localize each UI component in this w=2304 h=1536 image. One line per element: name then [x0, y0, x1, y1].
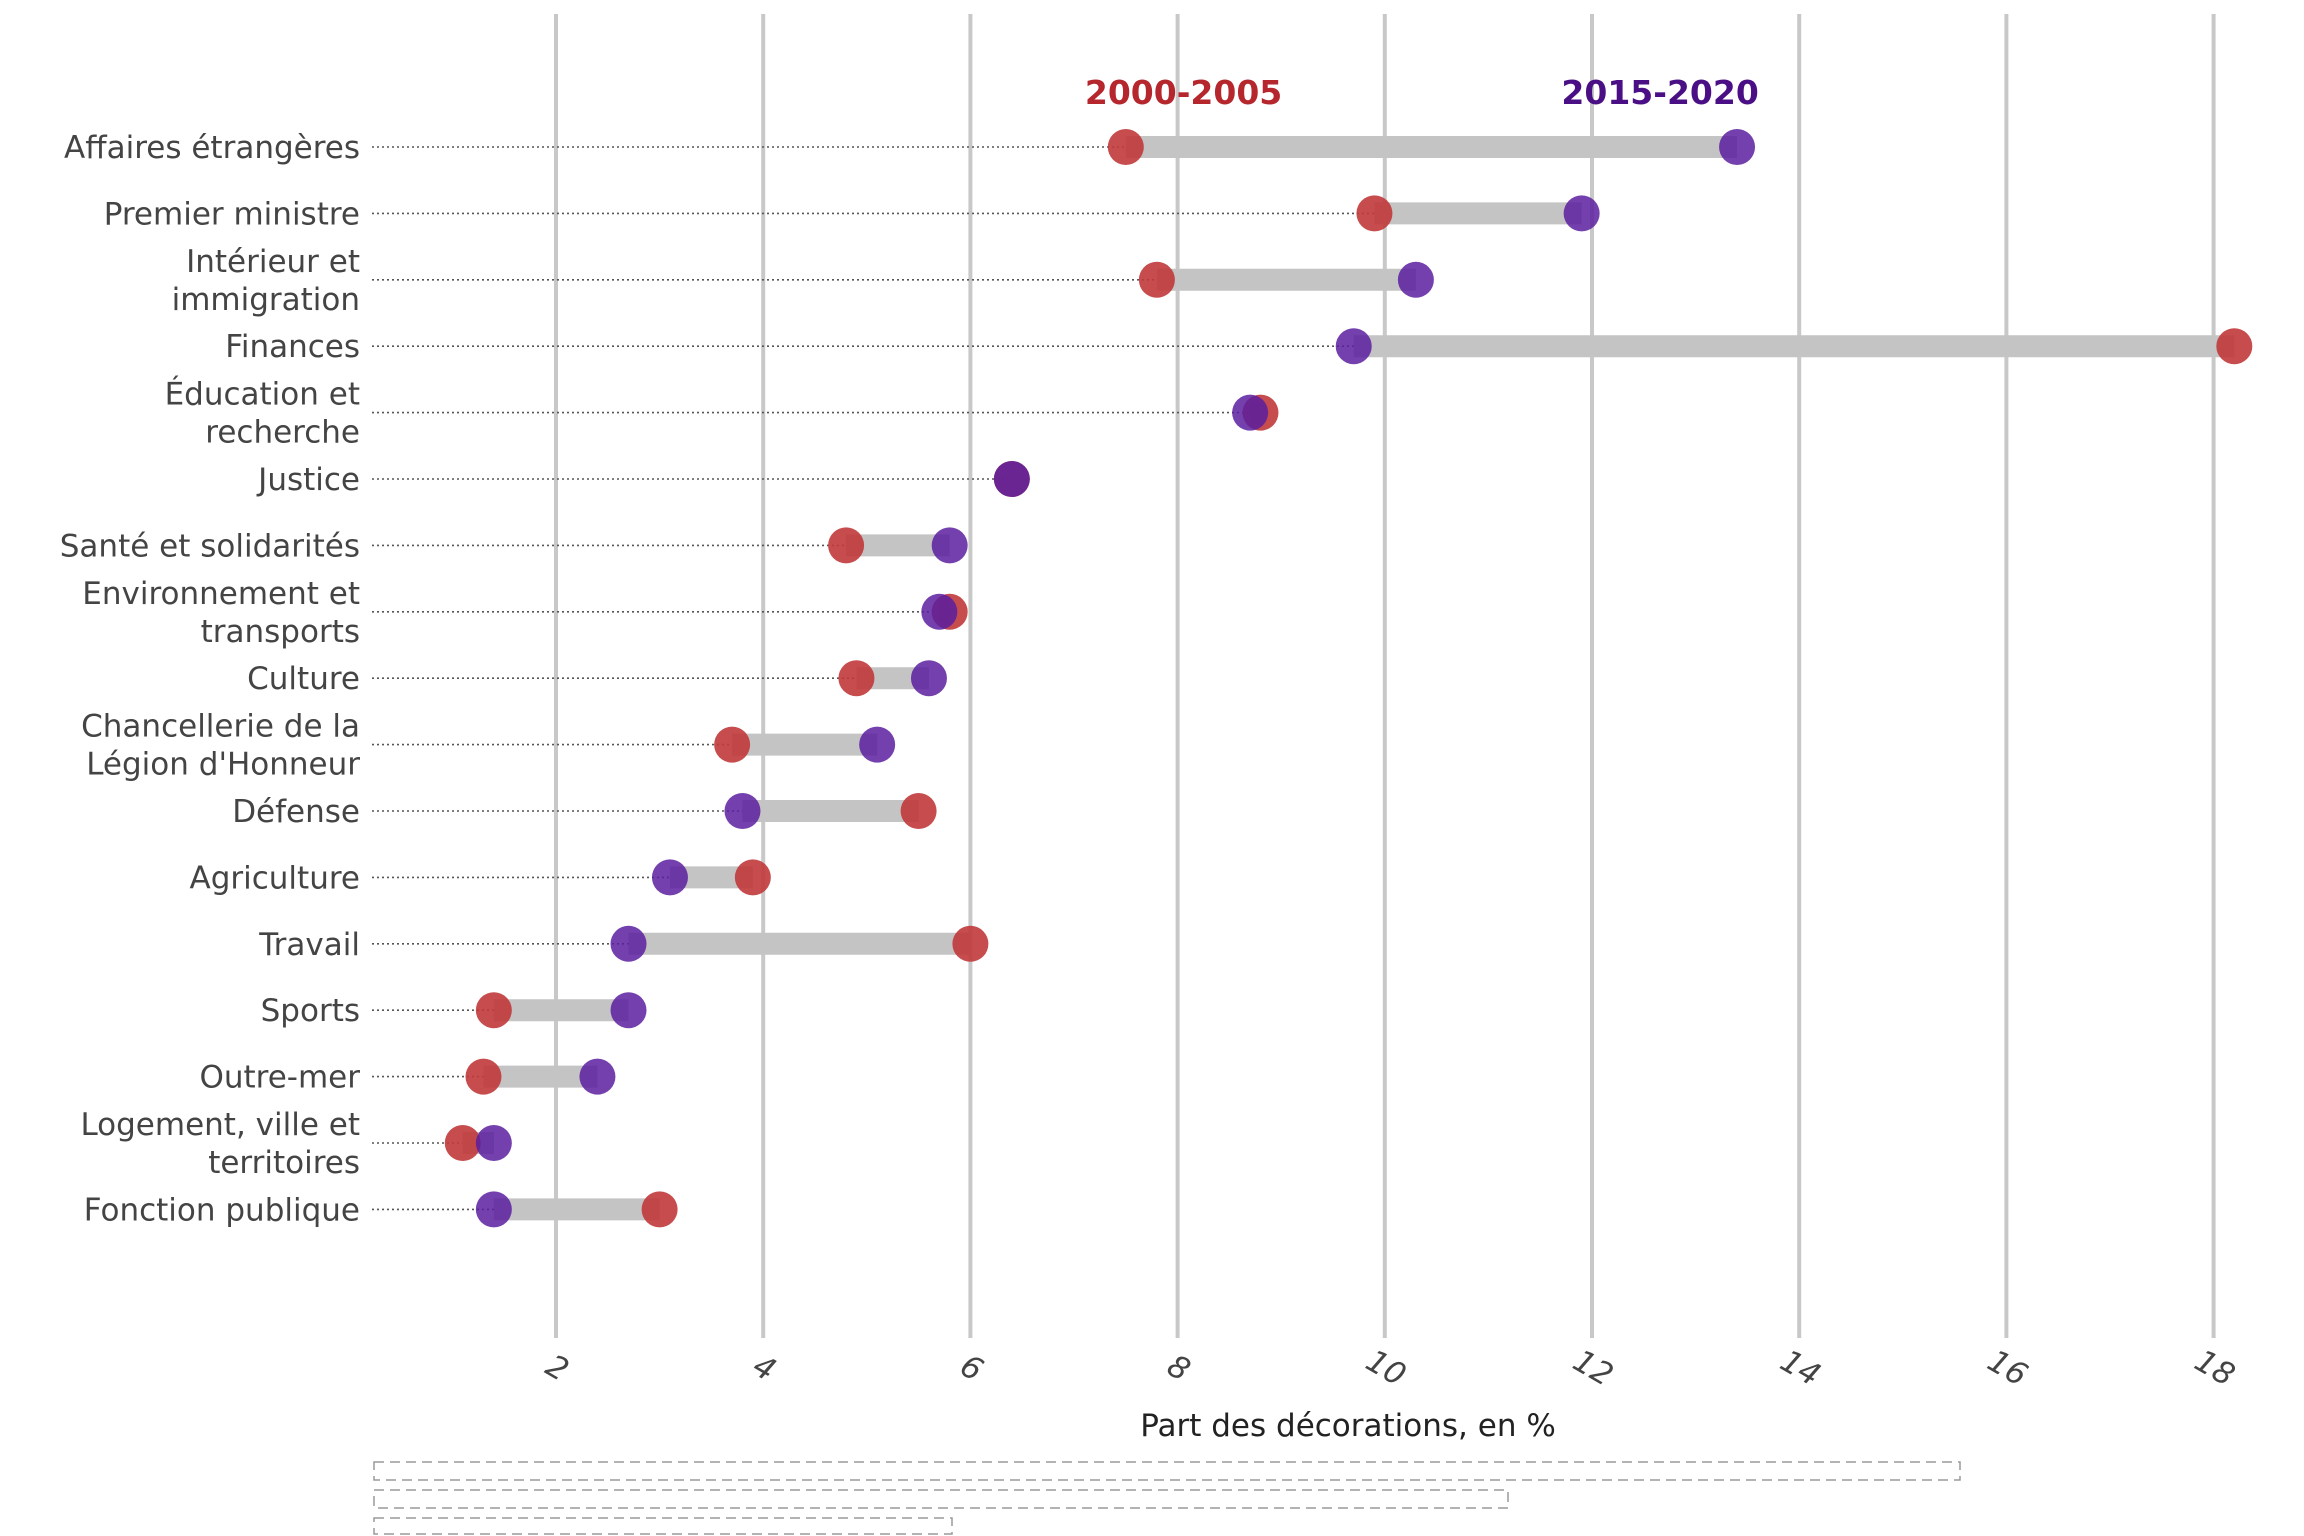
category-label: Justice [256, 462, 360, 498]
grid-lines [554, 14, 2216, 1338]
dot-2000-2005 [1356, 195, 1393, 232]
dot-2015-2020 [931, 527, 968, 564]
chart-row: Culture [247, 660, 947, 697]
dot-2015-2020 [1719, 129, 1756, 165]
dot-2000-2005 [2216, 328, 2253, 365]
x-tick-label: 16 [1981, 1343, 2033, 1394]
source-text-line [373, 1489, 1509, 1509]
category-label: Légion d'Honneur [86, 747, 360, 783]
dot-2000-2005 [1138, 261, 1175, 298]
x-tick-label: 12 [1567, 1343, 1619, 1394]
category-label: Sports [261, 993, 360, 1029]
dot-2015-2020 [1232, 394, 1269, 431]
x-tick-label: 2 [539, 1348, 574, 1389]
chart-row: Justice [256, 461, 1030, 498]
source-text-line [373, 1461, 1961, 1481]
category-label: Agriculture [190, 860, 361, 896]
series-label-2015-2020: 2015-2020 [1561, 73, 1758, 112]
category-label: immigration [172, 282, 360, 318]
chart-rows: Affaires étrangères Premier ministre Intér… [60, 129, 2253, 1228]
dot-2000-2005 [714, 726, 751, 763]
chart-row: Fonction publique [84, 1191, 678, 1228]
category-label: Affaires étrangères [64, 130, 360, 166]
dot-2015-2020 [579, 1058, 616, 1095]
chart-row: Sports [261, 992, 647, 1029]
category-label: recherche [205, 415, 360, 451]
category-label: Fonction publique [84, 1192, 360, 1228]
x-tick-label: 10 [1360, 1343, 1412, 1394]
dot-2000-2005 [1107, 129, 1144, 165]
dot-2015-2020 [1335, 328, 1372, 365]
category-label: Travail [258, 927, 360, 963]
dot-2015-2020 [610, 992, 647, 1029]
dot-2015-2020 [921, 593, 958, 630]
dot-2000-2005 [900, 793, 937, 829]
chart-row: Agriculture [190, 859, 771, 896]
category-label: Intérieur et [186, 244, 360, 280]
chart-row: Défense [232, 793, 937, 830]
dot-2000-2005 [952, 925, 989, 962]
dot-2015-2020 [993, 461, 1030, 497]
chart-row: Finances [225, 328, 2253, 365]
category-label: Logement, ville et [80, 1107, 360, 1143]
dot-2015-2020 [724, 793, 761, 829]
x-axis-title: Part des décorations, en % [1140, 1408, 1556, 1444]
dot-2015-2020 [1397, 261, 1434, 298]
x-tick-label: 18 [2189, 1343, 2241, 1394]
chart-row: Travail [258, 925, 989, 963]
category-label: territoires [208, 1145, 360, 1181]
dot-2000-2005 [465, 1058, 502, 1095]
dot-2000-2005 [828, 527, 865, 564]
category-label: Défense [232, 794, 360, 830]
category-label: Environnement et [82, 576, 360, 612]
category-label: Premier ministre [104, 196, 360, 232]
chart-row: Affaires étrangères [64, 129, 1756, 166]
dot-2000-2005 [475, 992, 512, 1029]
dot-2015-2020 [475, 1191, 512, 1228]
dot-2015-2020 [651, 859, 688, 896]
dot-2015-2020 [1563, 195, 1600, 232]
source-text-line [373, 1517, 953, 1535]
x-tick-label: 14 [1774, 1343, 1826, 1394]
category-label: Éducation et [165, 377, 360, 413]
dot-2000-2005 [444, 1125, 481, 1161]
dot-2015-2020 [610, 925, 647, 962]
category-label: Outre-mer [199, 1060, 360, 1096]
category-label: Chancellerie de la [81, 709, 360, 745]
chart-row: Santé et solidarités [60, 527, 968, 564]
category-label: Finances [225, 329, 360, 365]
dot-2015-2020 [475, 1125, 512, 1161]
dot-2015-2020 [910, 660, 947, 697]
dot-2000-2005 [838, 660, 875, 697]
category-label: transports [201, 614, 360, 650]
x-tick-label: 6 [954, 1348, 989, 1389]
dot-2000-2005 [641, 1191, 678, 1228]
category-label: Culture [247, 661, 360, 697]
x-axis-ticks: 2 4 6 8 10 12 14 16 18 [539, 1343, 2240, 1394]
dot-2015-2020 [859, 726, 896, 763]
chart-row: Outre-mer [199, 1058, 616, 1096]
x-tick-label: 4 [747, 1348, 782, 1389]
source-note [373, 1461, 1961, 1535]
category-label: Santé et solidarités [60, 528, 360, 564]
x-tick-label: 8 [1161, 1348, 1196, 1389]
dot-2000-2005 [734, 859, 771, 896]
chart-row: Premier ministre [104, 195, 1600, 232]
series-labels: 2000-2005 2015-2020 [1085, 73, 1759, 112]
series-label-2000-2005: 2000-2005 [1085, 73, 1282, 112]
